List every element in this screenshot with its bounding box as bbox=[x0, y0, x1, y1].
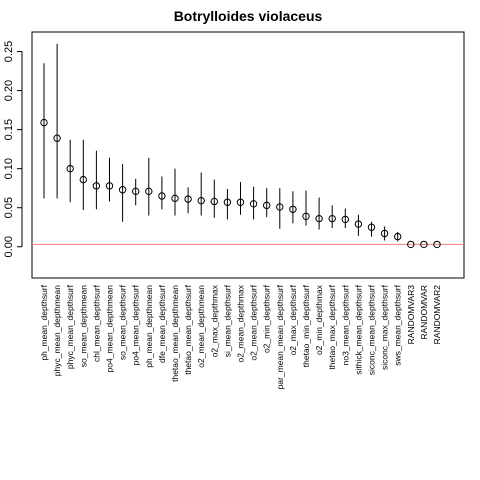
y-tick-label: 0.20 bbox=[3, 80, 15, 101]
x-category-label: sws_mean_depthsurf bbox=[393, 284, 403, 365]
data-points bbox=[40, 118, 441, 249]
x-category-label: thetao_mean_depthsurf bbox=[183, 284, 193, 374]
x-category-label: po4_mean_depthsurf bbox=[131, 284, 141, 365]
data-point bbox=[210, 197, 219, 206]
x-category-label: RANDOMVAR3 bbox=[406, 285, 416, 345]
x-category-label: RANDOMVAR2 bbox=[432, 285, 442, 345]
data-point bbox=[92, 182, 101, 190]
x-category-label: o2_max_depthmax bbox=[209, 284, 219, 357]
x-category-label: o2_max_depthsurf bbox=[288, 284, 298, 355]
x-category-label: thetao_mean_depthmean bbox=[170, 285, 180, 382]
data-point bbox=[380, 229, 389, 238]
data-point bbox=[105, 182, 114, 190]
data-point bbox=[132, 187, 140, 196]
data-point bbox=[302, 212, 310, 221]
data-point bbox=[367, 223, 376, 231]
x-category-label: ph_mean_depthmean bbox=[144, 285, 154, 368]
x-category-label: o2_mean_depthmax bbox=[236, 284, 246, 362]
x-category-label: sithick_mean_depthsurf bbox=[353, 284, 363, 374]
data-point bbox=[53, 134, 61, 142]
x-category-label: dfe_mean_depthsurf bbox=[157, 284, 167, 363]
x-category-label: ph_mean_depthsurf bbox=[39, 284, 49, 360]
y-tick-label: 0.25 bbox=[3, 41, 15, 62]
data-point bbox=[40, 118, 48, 127]
plot-frame bbox=[31, 31, 465, 279]
x-category-label: po4_mean_depthmean bbox=[105, 285, 115, 373]
x-category-label: siconc_mean_depthsurf bbox=[367, 284, 377, 375]
x-category-label: si_mean_depthsurf bbox=[222, 284, 232, 357]
y-axis: 0.00 0.05 0.10 0.15 0.20 0.25 bbox=[3, 41, 23, 257]
y-tick-label: 0.10 bbox=[3, 158, 15, 179]
data-point bbox=[289, 205, 297, 213]
data-point bbox=[420, 240, 428, 249]
y-tick-label: 0.00 bbox=[3, 236, 15, 257]
x-category-label: so_mean_depthmean bbox=[78, 285, 88, 368]
x-category-label: RANDOMVAR bbox=[419, 285, 429, 340]
y-tick-label: 0.15 bbox=[3, 119, 15, 140]
x-category-label: phyc_mean_depthsurf bbox=[65, 284, 75, 369]
x-category-label: thetao_min_depthsurf bbox=[301, 284, 311, 367]
data-point bbox=[197, 196, 205, 205]
data-point bbox=[223, 198, 232, 206]
x-category-label: siconc_max_depthsurf bbox=[380, 284, 390, 370]
x-axis-labels: ph_mean_depthsurf phyc_mean_depthmean phyc… bbox=[39, 284, 442, 389]
error-bars bbox=[43, 43, 399, 242]
data-point bbox=[249, 200, 258, 208]
data-point bbox=[145, 187, 153, 196]
data-point bbox=[118, 186, 127, 194]
data-point bbox=[433, 240, 441, 249]
x-category-label: thetao_max_depthsurf bbox=[327, 284, 337, 369]
data-point bbox=[263, 201, 271, 210]
x-category-label: o2_min_depthmax bbox=[314, 284, 324, 355]
data-point bbox=[184, 195, 192, 203]
x-category-label: chl_mean_depthsurf bbox=[91, 284, 101, 362]
chart-title: Botrylloides violaceus bbox=[174, 8, 323, 24]
x-category-label: o2_mean_depthsurf bbox=[249, 284, 259, 360]
x-category-label: par_mean_mean_depthsurf bbox=[275, 284, 285, 389]
data-point bbox=[407, 240, 415, 249]
y-tick-label: 0.05 bbox=[3, 197, 15, 218]
data-point bbox=[328, 214, 336, 223]
data-point bbox=[315, 214, 323, 223]
data-point bbox=[394, 232, 402, 241]
x-category-label: o2_min_depthsurf bbox=[262, 284, 272, 353]
data-point bbox=[276, 203, 284, 211]
x-category-label: no3_mean_depthsurf bbox=[340, 284, 350, 365]
data-point bbox=[158, 192, 166, 200]
data-point bbox=[79, 175, 88, 184]
data-point bbox=[354, 220, 363, 228]
data-point bbox=[66, 164, 74, 173]
data-point bbox=[171, 194, 179, 203]
x-category-label: phyc_mean_depthmean bbox=[52, 285, 62, 376]
x-category-label: o2_mean_depthmean bbox=[196, 285, 206, 368]
data-point bbox=[341, 215, 349, 224]
data-point bbox=[236, 198, 245, 206]
x-category-label: so_mean_depthsurf bbox=[118, 284, 128, 360]
